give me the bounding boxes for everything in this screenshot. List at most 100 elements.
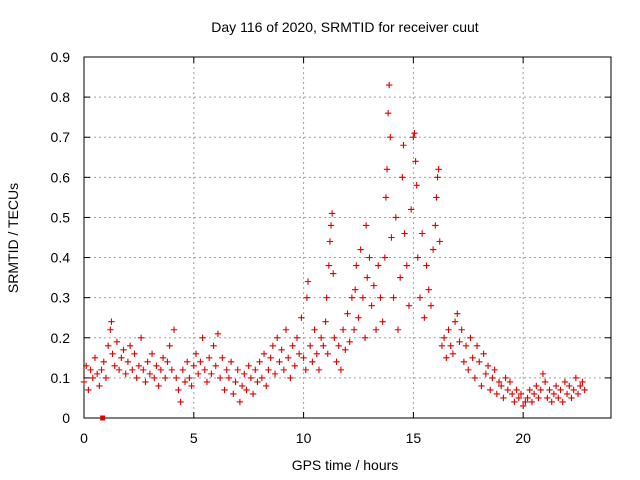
data-point — [394, 326, 402, 333]
data-point — [131, 350, 138, 358]
data-point — [162, 374, 169, 382]
data-point — [484, 362, 492, 370]
data-point — [392, 214, 400, 221]
data-point — [219, 354, 226, 362]
data-point — [122, 370, 129, 378]
data-point — [544, 394, 551, 402]
data-point — [93, 370, 101, 378]
data-point — [568, 394, 575, 402]
data-point — [109, 350, 116, 358]
data-point — [399, 174, 406, 181]
data-point — [199, 334, 206, 341]
data-point — [197, 358, 204, 366]
data-point — [362, 222, 370, 229]
y-tick-label: 0.5 — [51, 209, 71, 225]
data-point — [124, 358, 132, 366]
data-point — [382, 194, 390, 201]
data-point — [411, 130, 418, 137]
x-tick-label: 5 — [190, 430, 198, 446]
y-tick-labels: 0 0.1 0.2 0.3 0.4 0.5 0.6 0.7 0.8 0.9 — [51, 49, 71, 426]
data-point — [102, 374, 110, 382]
data-point — [476, 358, 483, 366]
data-point — [186, 374, 193, 382]
data-point — [574, 390, 582, 398]
data-point — [221, 386, 228, 394]
data-point — [513, 386, 520, 394]
data-point — [364, 274, 371, 281]
data-point — [548, 398, 555, 406]
data-point — [570, 386, 577, 394]
data-point — [377, 294, 384, 301]
data-point — [555, 394, 562, 402]
data-point — [388, 234, 395, 241]
data-point — [368, 302, 375, 309]
data-point — [330, 270, 337, 277]
data-point — [300, 354, 307, 362]
y-tick-label: 0.8 — [51, 89, 71, 105]
data-point — [311, 326, 318, 333]
data-point — [566, 382, 573, 390]
data-point — [89, 374, 96, 382]
data-point — [80, 378, 88, 386]
data-point — [550, 390, 558, 398]
data-point — [238, 382, 246, 390]
data-point — [98, 366, 105, 374]
data-point — [350, 326, 358, 333]
data-point — [557, 386, 564, 394]
data-point — [271, 370, 279, 378]
data-point — [317, 334, 325, 341]
data-point — [425, 286, 432, 293]
data-point — [432, 222, 439, 229]
data-point — [328, 210, 336, 217]
data-point — [427, 302, 435, 309]
data-point — [379, 318, 386, 325]
data-point — [355, 314, 362, 321]
data-point — [434, 174, 441, 181]
data-point — [267, 354, 274, 362]
data-point — [269, 342, 277, 349]
data-point — [126, 342, 134, 349]
data-point — [208, 370, 215, 378]
data-point — [111, 362, 118, 370]
data-point — [390, 294, 397, 301]
data-point — [175, 386, 182, 394]
data-point — [353, 262, 360, 269]
data-point — [115, 366, 123, 374]
data-point — [451, 318, 459, 325]
data-point — [302, 366, 309, 374]
y-tick-label: 0.1 — [51, 370, 71, 386]
data-point — [133, 374, 140, 382]
data-point — [383, 166, 391, 173]
x-tick-label: 0 — [80, 430, 88, 446]
data-point — [322, 318, 329, 325]
data-point — [153, 362, 160, 370]
data-point — [137, 334, 145, 341]
data-point — [331, 334, 338, 341]
data-point — [533, 382, 540, 390]
data-point — [230, 390, 237, 398]
data-point — [511, 398, 518, 406]
data-point — [254, 378, 261, 386]
data-point — [407, 206, 415, 213]
data-point — [144, 358, 151, 366]
data-point — [113, 338, 121, 345]
data-point — [223, 366, 230, 374]
data-point — [241, 370, 248, 378]
data-point — [179, 366, 187, 374]
y-tick-label: 0.2 — [51, 330, 71, 346]
data-point — [491, 366, 498, 374]
data-point — [541, 378, 549, 386]
data-point — [563, 390, 571, 398]
data-point — [323, 294, 330, 301]
data-point — [303, 294, 311, 301]
data-point — [498, 382, 505, 390]
data-point — [285, 354, 292, 362]
data-point — [293, 334, 301, 341]
data-point — [201, 366, 208, 374]
data-point — [473, 342, 481, 349]
data-point — [170, 326, 178, 333]
data-point — [522, 398, 529, 406]
data-point — [413, 182, 420, 189]
axis-ticks — [83, 56, 611, 419]
data-point — [91, 354, 99, 362]
